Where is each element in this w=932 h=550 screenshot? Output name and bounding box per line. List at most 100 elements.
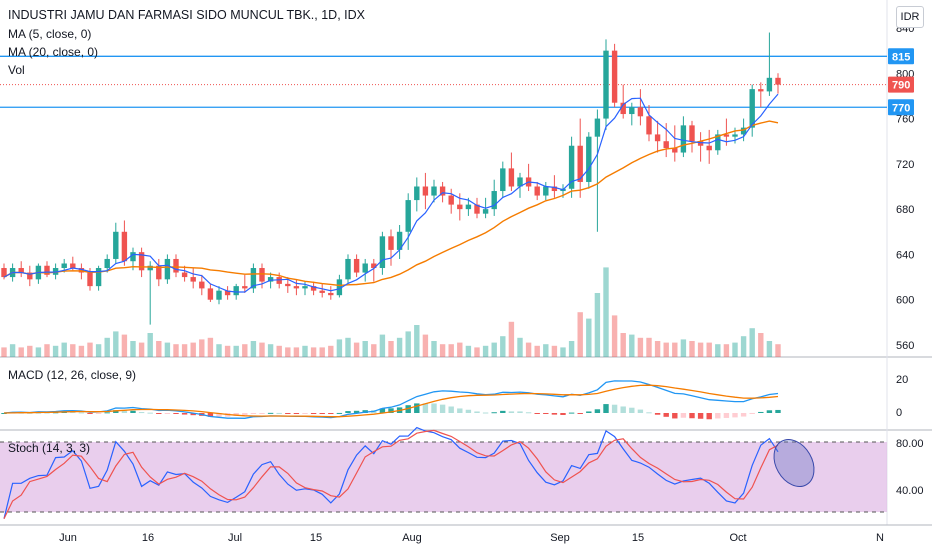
candle-body [732, 134, 738, 137]
candle-body [396, 231, 403, 250]
stoch-highlight-ellipse[interactable] [766, 432, 822, 493]
macd-histogram-bar [517, 411, 523, 413]
candle-body [293, 286, 300, 289]
time-label: N [876, 532, 884, 544]
macd-histogram-bar [482, 412, 489, 414]
candle-body [439, 186, 446, 196]
macd-histogram-bar [293, 413, 300, 414]
macd-histogram-bar [560, 413, 566, 415]
macd-signal-line [3, 384, 779, 418]
stoch-legend[interactable]: Stoch (14, 3, 3) [8, 441, 91, 455]
volume-bar [250, 341, 257, 357]
candle-body [534, 186, 540, 196]
ma20-legend[interactable]: MA (20, close, 0) [8, 45, 99, 59]
candle-body [259, 268, 265, 282]
volume-bar [113, 331, 119, 357]
ma5-legend[interactable]: MA (5, close, 0) [8, 27, 92, 41]
volume-bar [379, 334, 386, 357]
stoch-tick-80: 80.00 [896, 438, 924, 450]
candle-body [594, 118, 601, 137]
candle-body [586, 136, 592, 182]
candle-body [310, 286, 317, 291]
volume-bar [78, 345, 85, 357]
candle-body [371, 263, 377, 269]
volume-bar [594, 293, 601, 357]
candle-body [740, 127, 747, 135]
macd-legend[interactable]: MACD (12, 26, close, 9) [8, 368, 137, 382]
volume-bar [474, 347, 480, 357]
candle-body [697, 141, 704, 146]
candle-body [448, 195, 454, 205]
price-tick: 720 [896, 159, 914, 171]
macd-histogram-bar [1, 413, 7, 414]
macd-histogram-bar [474, 411, 480, 413]
price-tag: 815 [888, 48, 914, 65]
volume-bar [672, 342, 678, 357]
macd-histogram-bar [121, 410, 128, 413]
candle-body [500, 168, 506, 192]
macd-histogram-bar [491, 412, 497, 414]
macd-histogram-bar [525, 412, 532, 414]
candle-body [113, 231, 119, 259]
currency-button[interactable]: IDR [896, 6, 924, 28]
candle-body [18, 268, 24, 273]
candle-body [603, 50, 609, 119]
macd-histogram-bar [328, 413, 334, 414]
candle-body [474, 204, 480, 214]
candle-body [328, 292, 334, 296]
candle-body [319, 290, 325, 293]
candle-body [173, 258, 179, 273]
candle-body [61, 263, 67, 269]
candle-body [568, 145, 575, 189]
candle-body [723, 134, 730, 137]
candle-body [95, 268, 102, 287]
time-axis-labels: Jun 16 Jul 15 Aug Sep 15 Oct N [59, 532, 884, 544]
candle-body [422, 186, 429, 196]
volume-bar [156, 341, 162, 357]
volume-bar [577, 312, 583, 357]
macd-histogram-bar [259, 413, 265, 414]
volume-bar [500, 336, 506, 357]
volume-bar [439, 344, 446, 357]
time-label: 16 [142, 532, 154, 544]
volume-bar [336, 339, 343, 357]
candle-body [147, 265, 153, 271]
candle-body [345, 258, 351, 280]
macd-histogram-bar [233, 413, 239, 416]
candlesticks [1, 32, 781, 325]
candle-body [276, 277, 282, 284]
macd-histogram-bar [448, 406, 454, 413]
volume-legend[interactable]: Vol [8, 63, 25, 77]
macd-histogram-bar [457, 408, 463, 413]
price-tick: 680 [896, 204, 914, 216]
macd-histogram-bar [663, 413, 669, 417]
macd-histogram-bar [723, 413, 730, 418]
macd-histogram-bar [534, 413, 540, 414]
volume-bar [388, 341, 394, 357]
macd-histogram-bar [439, 404, 446, 413]
volume-bar [749, 328, 755, 357]
time-label: Oct [729, 532, 746, 544]
candle-body [517, 177, 523, 187]
macd-histogram-bar [629, 407, 635, 413]
volume-bar [663, 342, 669, 357]
candle-body [680, 125, 687, 153]
macd-histogram-bar [276, 412, 282, 414]
volume-bar [353, 342, 360, 357]
volume-bar [173, 344, 179, 357]
macd-histogram-bar [336, 412, 343, 414]
time-label: 15 [632, 532, 644, 544]
time-label: Sep [550, 532, 570, 544]
volume-bar [689, 341, 695, 357]
volume-bar [766, 341, 773, 357]
candle-body [242, 286, 248, 289]
time-label: 15 [310, 532, 322, 544]
macd-line [3, 380, 779, 419]
volume-bar [740, 336, 747, 357]
volume-bar [207, 337, 214, 357]
volume-bar [190, 342, 196, 357]
macd-histogram-bar [577, 413, 583, 414]
volume-bars [1, 267, 781, 357]
macd-histogram-bar [78, 412, 85, 414]
